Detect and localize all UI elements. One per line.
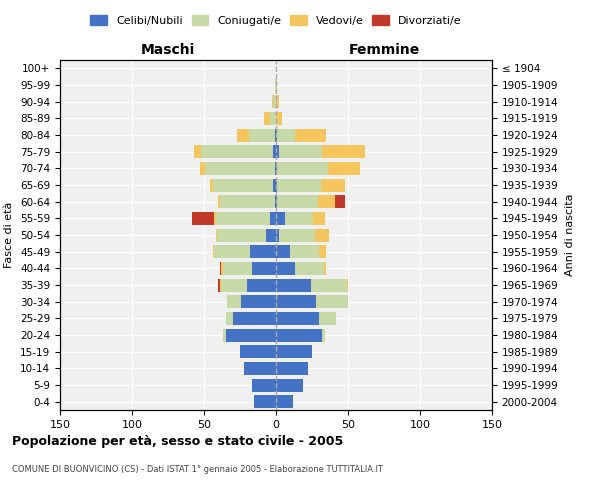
Bar [290, 245, 319, 258]
Bar [277, 128, 295, 141]
Text: Femmine: Femmine [349, 42, 419, 56]
Bar [248, 128, 275, 141]
Text: Popolazione per età, sesso e stato civile - 2005: Popolazione per età, sesso e stato civil… [12, 435, 343, 448]
Bar [276, 362, 308, 375]
Bar [265, 112, 270, 125]
Bar [221, 278, 247, 291]
Bar [276, 95, 279, 108]
Bar [272, 95, 273, 108]
Bar [266, 228, 276, 241]
Bar [328, 162, 359, 175]
Bar [193, 212, 214, 225]
Bar [276, 212, 284, 225]
Bar [276, 178, 277, 192]
Bar [313, 212, 325, 225]
Bar [226, 312, 233, 325]
Bar [315, 228, 329, 241]
Text: Maschi: Maschi [141, 42, 195, 56]
Bar [215, 228, 217, 241]
Bar [277, 162, 328, 175]
Bar [319, 312, 337, 325]
Bar [247, 278, 276, 291]
Bar [217, 228, 266, 241]
Bar [218, 195, 220, 208]
Bar [251, 378, 276, 392]
Bar [200, 162, 205, 175]
Bar [214, 212, 215, 225]
Bar [275, 128, 276, 141]
Bar [237, 128, 248, 141]
Bar [276, 112, 282, 125]
Bar [295, 262, 323, 275]
Bar [275, 195, 276, 208]
Bar [347, 278, 348, 291]
Bar [276, 195, 277, 208]
Bar [276, 295, 316, 308]
Bar [322, 328, 325, 342]
Text: COMUNE DI BUONVICINO (CS) - Dati ISTAT 1° gennaio 2005 - Elaborazione TUTTITALIA: COMUNE DI BUONVICINO (CS) - Dati ISTAT 1… [12, 465, 383, 474]
Bar [311, 278, 347, 291]
Bar [214, 245, 250, 258]
Bar [320, 178, 345, 192]
Bar [276, 145, 279, 158]
Bar [240, 345, 276, 358]
Bar [275, 78, 276, 92]
Bar [270, 112, 276, 125]
Bar [276, 312, 319, 325]
Bar [273, 145, 276, 158]
Bar [220, 262, 221, 275]
Bar [276, 378, 304, 392]
Bar [279, 228, 315, 241]
Bar [220, 195, 275, 208]
Bar [233, 312, 276, 325]
Bar [210, 178, 212, 192]
Bar [218, 278, 220, 291]
Y-axis label: Fasce di età: Fasce di età [4, 202, 14, 268]
Legend: Celibi/Nubili, Coniugati/e, Vedovi/e, Divorziati/e: Celibi/Nubili, Coniugati/e, Vedovi/e, Di… [86, 10, 466, 30]
Bar [318, 195, 335, 208]
Bar [319, 245, 326, 258]
Y-axis label: Anni di nascita: Anni di nascita [565, 194, 575, 276]
Bar [295, 128, 326, 141]
Bar [322, 145, 365, 158]
Bar [277, 195, 318, 208]
Bar [276, 395, 293, 408]
Bar [273, 95, 276, 108]
Bar [284, 212, 313, 225]
Bar [276, 262, 295, 275]
Bar [276, 328, 322, 342]
Bar [250, 245, 276, 258]
Bar [276, 162, 277, 175]
Bar [212, 245, 214, 258]
Bar [201, 145, 273, 158]
Bar [205, 162, 275, 175]
Bar [323, 262, 326, 275]
Bar [276, 78, 277, 92]
Bar [335, 195, 345, 208]
Bar [223, 262, 251, 275]
Bar [254, 395, 276, 408]
Bar [215, 212, 270, 225]
Bar [276, 278, 311, 291]
Bar [277, 178, 320, 192]
Bar [194, 145, 201, 158]
Bar [227, 295, 241, 308]
Bar [316, 295, 348, 308]
Bar [212, 178, 273, 192]
Bar [273, 178, 276, 192]
Bar [221, 262, 223, 275]
Bar [251, 262, 276, 275]
Bar [270, 212, 276, 225]
Bar [276, 345, 312, 358]
Bar [241, 295, 276, 308]
Bar [275, 162, 276, 175]
Bar [220, 278, 221, 291]
Bar [276, 128, 277, 141]
Bar [223, 328, 226, 342]
Bar [276, 245, 290, 258]
Bar [244, 362, 276, 375]
Bar [279, 145, 322, 158]
Bar [276, 228, 279, 241]
Bar [226, 328, 276, 342]
